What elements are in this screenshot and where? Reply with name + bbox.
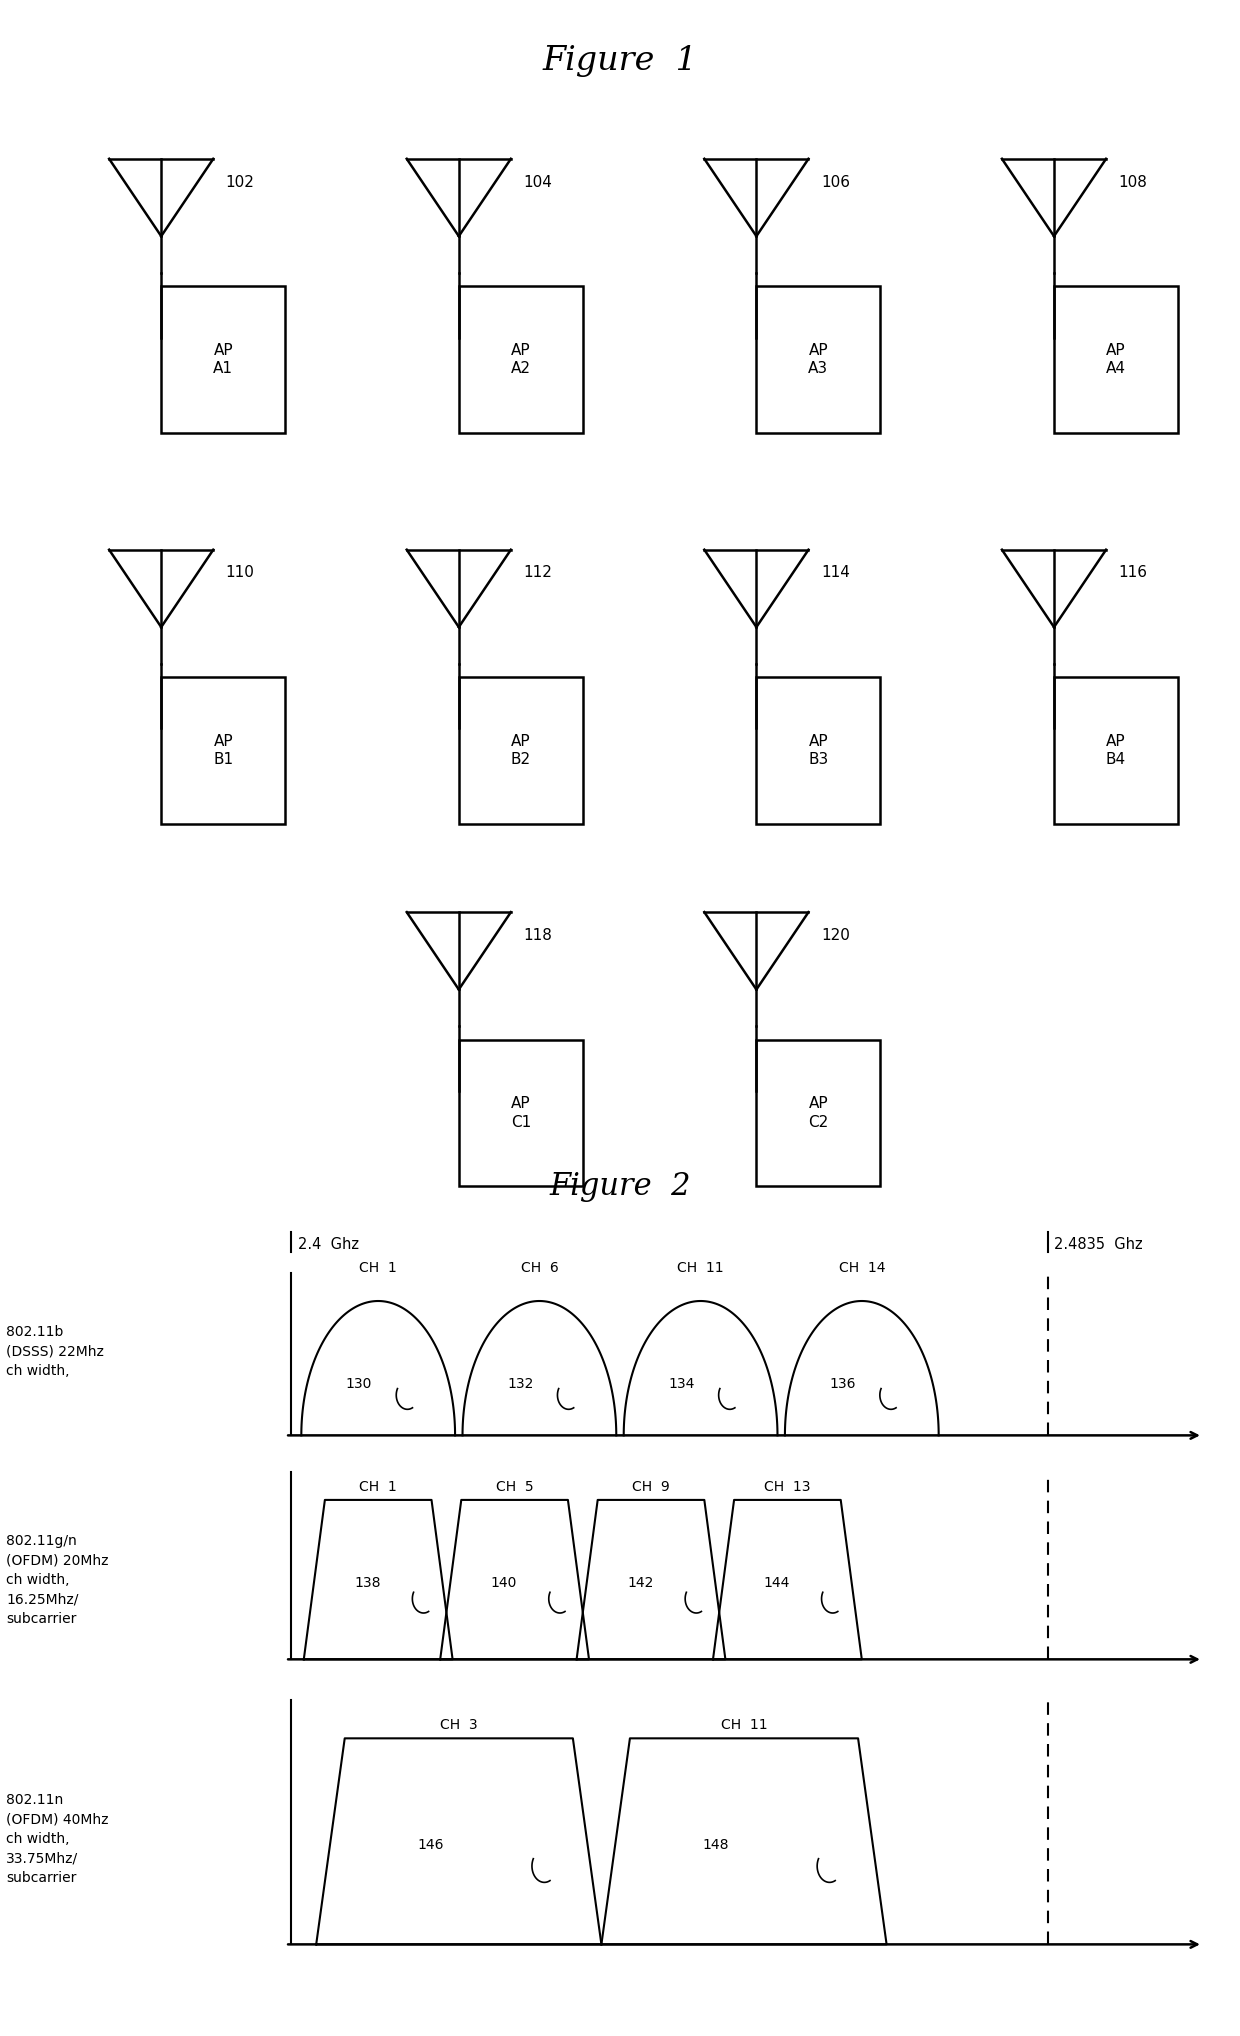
Text: AP
C1: AP C1	[511, 1095, 531, 1130]
Text: 134: 134	[668, 1376, 694, 1391]
Text: 130: 130	[346, 1376, 372, 1391]
Bar	[161, 678, 285, 825]
Text: 108: 108	[1118, 175, 1147, 189]
Text: CH  9: CH 9	[632, 1480, 670, 1494]
Text: 2.4835  Ghz: 2.4835 Ghz	[1054, 1238, 1142, 1252]
Text: 102: 102	[226, 175, 254, 189]
Text: Figure  2: Figure 2	[549, 1171, 691, 1201]
Text: CH  11: CH 11	[720, 1718, 768, 1733]
Text: CH  11: CH 11	[677, 1260, 724, 1275]
Text: AP
B2: AP B2	[511, 733, 531, 768]
Text: 802.11n
(OFDM) 40Mhz
ch width,
33.75Mhz/
subcarrier: 802.11n (OFDM) 40Mhz ch width, 33.75Mhz/…	[6, 1794, 109, 1885]
Text: 132: 132	[507, 1376, 533, 1391]
Text: Figure  1: Figure 1	[543, 45, 697, 77]
Text: AP
B1: AP B1	[213, 733, 233, 768]
Text: 118: 118	[523, 928, 552, 943]
Text: AP
B3: AP B3	[808, 733, 828, 768]
Bar	[756, 1040, 880, 1187]
Text: AP
A3: AP A3	[808, 342, 828, 377]
Text: 120: 120	[821, 928, 849, 943]
Text: 138: 138	[355, 1576, 381, 1590]
Bar	[459, 287, 583, 434]
Text: 142: 142	[627, 1576, 653, 1590]
Text: 148: 148	[702, 1839, 729, 1853]
Text: 114: 114	[821, 566, 849, 580]
Text: CH  1: CH 1	[360, 1260, 397, 1275]
Text: CH  5: CH 5	[496, 1480, 533, 1494]
Text: 106: 106	[821, 175, 849, 189]
Text: AP
A4: AP A4	[1106, 342, 1126, 377]
Text: 802.11b
(DSSS) 22Mhz
ch width,: 802.11b (DSSS) 22Mhz ch width,	[6, 1325, 104, 1378]
Text: 112: 112	[523, 566, 552, 580]
Bar	[1054, 678, 1178, 825]
Bar	[756, 287, 880, 434]
Bar	[161, 287, 285, 434]
Text: 802.11g/n
(OFDM) 20Mhz
ch width,
16.25Mhz/
subcarrier: 802.11g/n (OFDM) 20Mhz ch width, 16.25Mh…	[6, 1533, 109, 1625]
Text: CH  13: CH 13	[764, 1480, 811, 1494]
Bar	[1054, 287, 1178, 434]
Text: 136: 136	[830, 1376, 856, 1391]
Text: 2.4  Ghz: 2.4 Ghz	[298, 1238, 358, 1252]
Text: 140: 140	[491, 1576, 517, 1590]
Bar	[459, 678, 583, 825]
Text: AP
A1: AP A1	[213, 342, 233, 377]
Text: AP
A2: AP A2	[511, 342, 531, 377]
Bar	[459, 1040, 583, 1187]
Text: AP
B4: AP B4	[1106, 733, 1126, 768]
Text: AP
C2: AP C2	[808, 1095, 828, 1130]
Text: CH  1: CH 1	[360, 1480, 397, 1494]
Text: CH  6: CH 6	[521, 1260, 558, 1275]
Text: 146: 146	[417, 1839, 444, 1853]
Text: 144: 144	[764, 1576, 790, 1590]
Text: 110: 110	[226, 566, 254, 580]
Text: CH  3: CH 3	[440, 1718, 477, 1733]
Bar	[756, 678, 880, 825]
Text: 116: 116	[1118, 566, 1147, 580]
Text: CH  14: CH 14	[838, 1260, 885, 1275]
Text: 104: 104	[523, 175, 552, 189]
